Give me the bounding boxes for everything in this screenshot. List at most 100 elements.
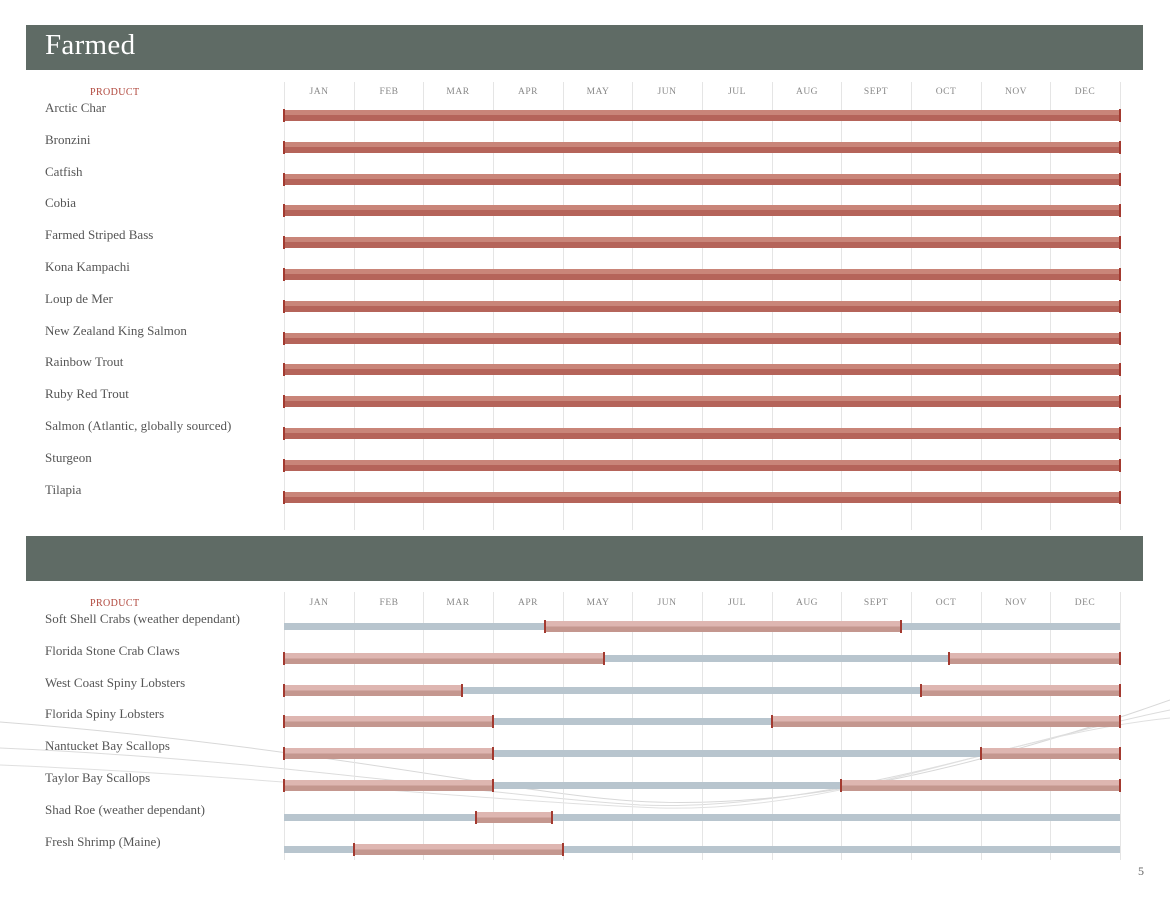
- availability-bar: [284, 459, 1120, 471]
- availability-bar-endcap: [544, 620, 546, 633]
- month-header-nov: NOV: [1004, 87, 1028, 97]
- month-header-jun: JUN: [657, 87, 677, 97]
- availability-bar-endcap: [603, 651, 605, 665]
- product-label: Florida Stone Crab Claws: [45, 642, 180, 658]
- availability-bar-endcap: [283, 651, 285, 665]
- month-header-aug: AUG: [795, 598, 819, 608]
- year-track: [284, 845, 1120, 853]
- availability-bar-endcap: [283, 458, 285, 472]
- month-gridline: [563, 592, 564, 860]
- product-label: Loup de Mer: [45, 290, 113, 306]
- availability-bar-endcap: [283, 427, 285, 440]
- availability-bar: [284, 748, 493, 760]
- availability-bar-endcap: [980, 747, 982, 761]
- availability-bar-endcap: [771, 715, 773, 729]
- availability-bar: [981, 748, 1120, 760]
- month-header-sept: SEPT: [863, 598, 889, 608]
- month-header-dec: DEC: [1074, 87, 1096, 97]
- availability-bar-endcap: [1119, 172, 1121, 186]
- availability-bar-endcap: [283, 268, 285, 281]
- availability-bar-endcap: [1119, 747, 1121, 761]
- product-label: West Coast Spiny Lobsters: [45, 674, 186, 690]
- month-header-sept: SEPT: [863, 87, 889, 97]
- availability-bar-endcap: [283, 331, 285, 345]
- product-label: Nantucket Bay Scallops: [45, 738, 170, 754]
- availability-bar-endcap: [1119, 204, 1121, 218]
- availability-bar: [284, 684, 462, 696]
- month-header-mar: MAR: [446, 87, 470, 97]
- product-label: Farmed Striped Bass: [45, 227, 154, 243]
- availability-bar-endcap: [283, 109, 285, 122]
- month-header-jan: JAN: [309, 87, 329, 97]
- month-header-feb: FEB: [379, 87, 399, 97]
- product-label: Soft Shell Crabs (weather dependant): [45, 611, 240, 626]
- month-header-may: MAY: [586, 87, 610, 97]
- month-header-oct: OCT: [935, 598, 957, 608]
- month-header-jul: JUL: [728, 598, 746, 608]
- availability-bar-endcap: [461, 683, 463, 697]
- year-track: [284, 686, 1120, 694]
- availability-bar: [284, 269, 1120, 280]
- availability-bar-endcap: [1119, 490, 1121, 504]
- availability-bar-endcap: [492, 715, 494, 729]
- month-header-jun: JUN: [657, 598, 677, 608]
- month-header-may: MAY: [586, 598, 610, 608]
- availability-bar-endcap: [1119, 651, 1121, 665]
- availability-bar: [284, 110, 1120, 121]
- availability-bar-endcap: [492, 779, 494, 792]
- availability-bar: [284, 141, 1120, 153]
- year-track: [284, 750, 1120, 758]
- availability-bar: [545, 621, 900, 632]
- product-label: New Zealand King Salmon: [45, 322, 187, 338]
- month-header-aug: AUG: [795, 87, 819, 97]
- page-number: 5: [1138, 864, 1144, 878]
- availability-bar-endcap: [948, 651, 950, 665]
- product-label: Tilapia: [45, 481, 82, 497]
- product-label: Cobia: [45, 195, 77, 211]
- availability-bar-endcap: [283, 363, 285, 377]
- product-label: Catfish: [45, 163, 83, 179]
- availability-bar-endcap: [1119, 236, 1121, 250]
- availability-bar: [284, 173, 1120, 185]
- availability-bar: [841, 780, 1120, 791]
- product-column-header: PRODUCT: [90, 87, 140, 98]
- availability-bar-endcap: [1119, 458, 1121, 472]
- availability-bar: [284, 205, 1120, 217]
- availability-bar-endcap: [283, 747, 285, 761]
- availability-bar: [284, 491, 1120, 503]
- month-header-jan: JAN: [309, 598, 329, 608]
- product-label: Ruby Red Trout: [45, 386, 129, 402]
- year-track: [284, 654, 1120, 662]
- seasonal-section-banner: [26, 536, 1143, 581]
- product-label: Salmon (Atlantic, globally sourced): [45, 418, 232, 433]
- month-header-dec: DEC: [1074, 598, 1096, 608]
- month-header-oct: OCT: [935, 87, 957, 97]
- availability-bar-endcap: [283, 204, 285, 218]
- availability-bar-endcap: [1119, 299, 1121, 313]
- availability-bar-endcap: [283, 299, 285, 313]
- availability-bar: [284, 428, 1120, 439]
- product-column-header: PRODUCT: [90, 598, 140, 609]
- availability-bar: [354, 843, 563, 855]
- month-header-jul: JUL: [728, 87, 746, 97]
- month-gridline: [702, 592, 703, 860]
- year-track: [284, 782, 1120, 789]
- availability-bar-endcap: [283, 236, 285, 250]
- availability-bar-endcap: [283, 490, 285, 504]
- availability-bar-endcap: [840, 779, 842, 792]
- availability-bar-endcap: [1119, 140, 1121, 154]
- availability-bar-endcap: [920, 683, 922, 697]
- month-header-feb: FEB: [379, 598, 399, 608]
- availability-bar: [772, 716, 1120, 728]
- availability-bar: [284, 300, 1120, 312]
- availability-bar-endcap: [283, 683, 285, 697]
- year-track: [284, 718, 1120, 726]
- availability-bar: [284, 396, 1120, 408]
- availability-bar: [284, 652, 604, 664]
- availability-bar: [284, 332, 1120, 344]
- farmed-section-banner: Farmed: [26, 25, 1143, 70]
- availability-bar: [284, 364, 1120, 376]
- availability-bar-endcap: [1119, 363, 1121, 377]
- availability-bar-endcap: [562, 842, 564, 856]
